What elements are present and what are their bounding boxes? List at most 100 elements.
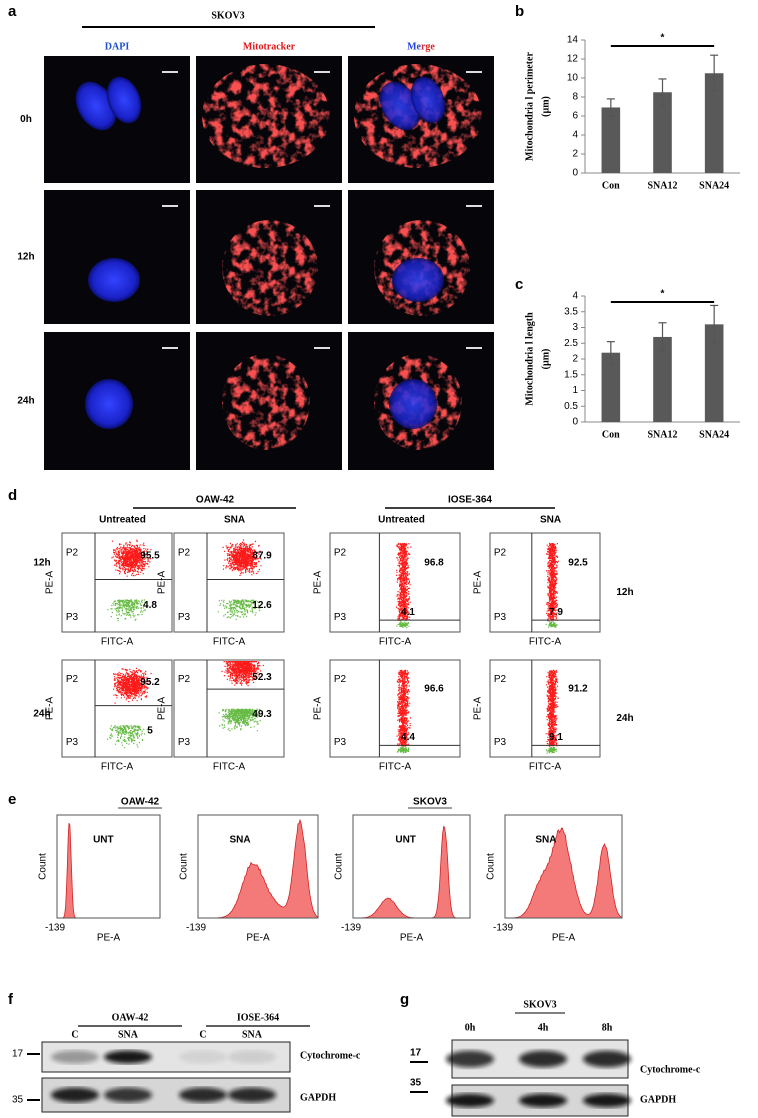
y-tick-label: 10 [567, 73, 579, 84]
x-min-label: -139 [186, 923, 206, 934]
blot-band [519, 1050, 567, 1068]
histogram [505, 827, 623, 919]
nucleus [75, 81, 117, 131]
group-label: SKOV3 [413, 797, 447, 808]
lane-label: SNA [242, 1029, 263, 1040]
plot-frame [329, 659, 461, 758]
axis-label: FITC-A [529, 637, 562, 648]
significance-mark: * [661, 289, 665, 300]
nucleus [389, 379, 437, 429]
gate-percent: 95.5 [140, 550, 160, 561]
event-cloud [107, 599, 147, 622]
y-tick-label: 8 [572, 92, 578, 103]
gate-label: P2 [178, 674, 191, 685]
micrograph-content [75, 71, 178, 131]
nucleus [88, 258, 140, 302]
panel-label: f [8, 991, 14, 1008]
gate-label: P3 [494, 612, 507, 623]
micrograph-content [88, 205, 178, 302]
significance-mark: * [661, 33, 665, 44]
mitochondria [202, 64, 330, 168]
event-cloud [218, 708, 263, 732]
event-cloud [545, 621, 558, 628]
plot-frame [61, 532, 173, 633]
bar [601, 352, 621, 422]
histogram-label: SNA [535, 835, 556, 846]
mitochondria [222, 354, 310, 450]
group-label: OAW-42 [121, 797, 160, 808]
x-tick-label: SNA24 [699, 429, 729, 440]
nucleus [85, 379, 133, 429]
axis-label: PE-A [45, 571, 56, 595]
group-label: OAW-42 [112, 1012, 149, 1023]
gate-label: P3 [494, 737, 507, 748]
plot-frame [504, 814, 623, 919]
event-cloud [546, 746, 557, 754]
blot-band [228, 1050, 276, 1064]
time-label: 12h [616, 587, 633, 598]
lane-label: 4h [538, 1022, 549, 1033]
lane-label: 8h [602, 1022, 613, 1033]
micrograph-content [374, 347, 482, 450]
event-cloud [396, 669, 411, 747]
histogram-label: SNA [229, 835, 250, 846]
blot-band [179, 1050, 227, 1064]
gate-percent: 87.9 [252, 550, 272, 561]
gate-percent: 96.8 [424, 557, 444, 568]
gate-label: P2 [66, 674, 79, 685]
gate-percent: 52.3 [252, 672, 272, 683]
axis-label: PE-A [313, 571, 324, 595]
x-tick-label: SNA24 [699, 180, 729, 191]
gate-percent: 9.1 [549, 732, 563, 743]
blot-band [519, 1093, 567, 1108]
gate-percent: 4.4 [401, 732, 415, 743]
protein-label: GAPDH [300, 1092, 336, 1103]
protein-label: Cytochrome-c [640, 1064, 701, 1075]
blot-band [51, 1050, 99, 1064]
gate-percent: 96.6 [424, 684, 444, 695]
event-cloud [396, 542, 412, 622]
gate-label: P2 [178, 547, 191, 558]
group-label: IOSE-364 [448, 495, 492, 506]
panel-label: g [400, 991, 409, 1008]
protein-label: Cytochrome-c [300, 1050, 361, 1061]
channel-label: Mitotracker [243, 41, 296, 52]
plot-frame [489, 532, 601, 633]
axis-label: FITC-A [101, 762, 134, 773]
x-tick-label: Con [602, 180, 620, 191]
time-label: 24h [616, 713, 633, 724]
y-tick-label: 0 [572, 168, 578, 179]
error-bar [606, 341, 615, 365]
micrograph-content [222, 205, 330, 316]
panel-label: b [515, 3, 524, 20]
axis-label: Count [179, 853, 190, 880]
x-tick-label: SNA12 [647, 429, 677, 440]
gate-label: P3 [66, 612, 79, 623]
mitochondria [222, 220, 318, 316]
event-cloud [221, 661, 264, 687]
axis-label: Count [486, 853, 497, 880]
axis-label: Count [334, 853, 345, 880]
histogram-label: UNT [395, 835, 416, 846]
axis-label: FITC-A [379, 637, 412, 648]
y-axis-label: Mitochondria l perimeter [524, 52, 535, 161]
gate-percent: 49.3 [252, 709, 272, 720]
condition-label: Untreated [378, 515, 425, 526]
y-tick-label: 0 [572, 417, 578, 428]
gate-label: P3 [334, 612, 347, 623]
x-min-label: -139 [493, 923, 513, 934]
time-label: 12h [33, 557, 50, 568]
plot-frame [173, 532, 285, 633]
nucleus [392, 258, 444, 302]
y-tick-label: 4 [572, 291, 578, 302]
lane-label: 0h [465, 1022, 476, 1033]
y-tick-label: 0.5 [564, 401, 578, 412]
micrograph-content [222, 347, 330, 450]
marker-label: 17 [410, 1048, 422, 1059]
plot-frame [329, 532, 461, 633]
blot-band [446, 1093, 494, 1108]
axis-label: PE-A [97, 933, 121, 944]
gate-label: P2 [494, 547, 507, 558]
panel-label: d [8, 487, 17, 504]
